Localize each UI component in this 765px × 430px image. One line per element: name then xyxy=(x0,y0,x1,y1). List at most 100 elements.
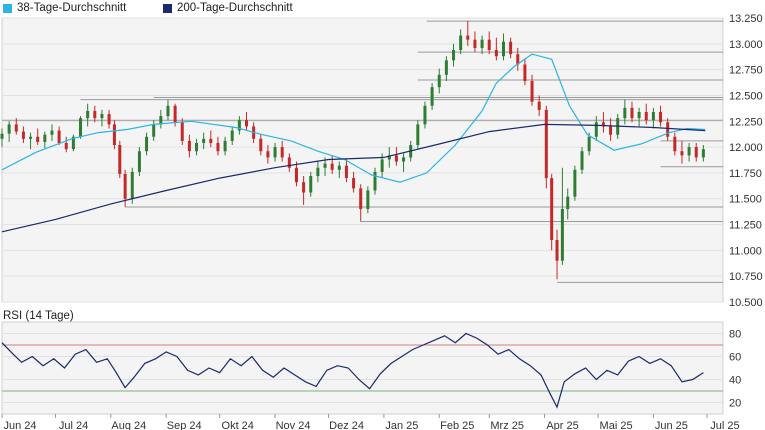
candle-body xyxy=(666,122,670,137)
candle-body xyxy=(294,167,298,183)
candle-body xyxy=(209,138,213,143)
candle-body xyxy=(71,136,75,150)
candle-body xyxy=(494,50,498,57)
candle-body xyxy=(137,151,141,172)
candle-body xyxy=(555,240,559,261)
price-y-tick-label: 12.750 xyxy=(729,65,763,77)
candle-body xyxy=(544,109,548,179)
candle-body xyxy=(166,105,170,117)
ma200-line xyxy=(1,123,706,233)
candle-body xyxy=(337,165,341,170)
candle-body xyxy=(444,60,448,75)
price-y-tick-label: 12.000 xyxy=(729,142,763,154)
candle-body xyxy=(29,136,33,139)
candle-body xyxy=(145,136,149,152)
price-y-tick-label: 11.000 xyxy=(729,245,762,257)
x-tick-label: Aug 24 xyxy=(111,420,146,430)
candle-body xyxy=(100,114,104,119)
candle-body xyxy=(259,138,263,152)
legend-swatch-ma200 xyxy=(163,3,172,13)
legend-label-ma200: 200-Tage-Durchschnitt xyxy=(177,2,293,14)
candle-body xyxy=(380,159,384,172)
candle-body xyxy=(659,111,663,123)
candle-body xyxy=(550,178,554,241)
candle-body xyxy=(216,142,220,152)
candle-body xyxy=(423,105,427,125)
rsi-line xyxy=(1,332,704,409)
candle-body xyxy=(173,105,177,123)
ma38-line xyxy=(1,53,706,183)
candle-body xyxy=(36,136,40,142)
candle-body xyxy=(0,133,4,139)
candle-body xyxy=(437,74,441,88)
candle-body xyxy=(694,147,698,158)
candle-body xyxy=(566,196,570,210)
candle-body xyxy=(118,145,122,174)
candle-body xyxy=(130,171,134,199)
candle-body xyxy=(416,124,420,146)
candle-body xyxy=(523,64,527,81)
candle-body xyxy=(487,39,491,51)
candle-body xyxy=(501,41,505,57)
candle-body xyxy=(466,35,470,40)
candle-body xyxy=(7,124,11,134)
candle-body xyxy=(560,209,564,261)
candle-body xyxy=(452,50,456,61)
candle-body xyxy=(701,149,705,158)
legend-label-ma38: 38-Tage-Durchschnitt xyxy=(17,2,127,14)
price-y-tick-label: 11.500 xyxy=(729,194,762,206)
candle-body xyxy=(587,136,591,152)
candle-body xyxy=(573,169,577,197)
rsi-plot-area xyxy=(1,321,724,415)
candle-body xyxy=(273,147,277,158)
candle-body xyxy=(651,111,655,121)
legend-item-ma200: 200-Tage-Durchschnitt xyxy=(163,1,293,15)
candle-body xyxy=(195,142,199,152)
candle-body xyxy=(601,122,605,127)
candle-body xyxy=(580,151,584,170)
candle-body xyxy=(316,167,320,177)
candle-body xyxy=(244,120,248,127)
candle-body xyxy=(630,107,634,119)
candle-body xyxy=(159,116,163,125)
x-tick-label: Jun 24 xyxy=(3,420,36,430)
x-tick-label: Jan 25 xyxy=(385,420,418,430)
x-axis: Jun 24 Jul 24 Aug 24 Sep 24 Okt 24 Nov 24 Dez … xyxy=(1,414,740,430)
candle-body xyxy=(530,80,534,102)
candle-body xyxy=(637,111,641,119)
candle-body xyxy=(43,134,47,142)
price-y-tick-label: 10.500 xyxy=(729,297,763,309)
x-tick-label: Okt 24 xyxy=(222,420,254,430)
candle-body xyxy=(430,87,434,106)
candle-body xyxy=(344,165,348,179)
legend-swatch-ma38 xyxy=(3,3,12,13)
candle-body xyxy=(280,147,284,158)
candle-body xyxy=(21,131,25,139)
candle-body xyxy=(330,163,334,170)
candle-body xyxy=(266,151,270,158)
price-y-tick-label: 13.000 xyxy=(729,39,763,51)
candle-body xyxy=(123,173,127,199)
candle-body xyxy=(112,124,116,146)
candle-body xyxy=(180,122,184,141)
candle-body xyxy=(309,176,313,193)
candle-body xyxy=(302,182,306,193)
candle-body xyxy=(57,130,61,143)
x-tick-label: Mrz 25 xyxy=(490,420,524,430)
x-tick-label: Dez 24 xyxy=(329,420,364,430)
candle-body xyxy=(79,118,83,137)
price-y-tick-label: 11.750 xyxy=(729,168,762,180)
candle-body xyxy=(480,39,484,48)
candle-body xyxy=(644,111,648,121)
x-tick-label: Sep 24 xyxy=(167,420,202,430)
candle-body xyxy=(680,151,684,156)
candle-body xyxy=(152,124,156,137)
candle-body xyxy=(594,122,598,137)
candle-body xyxy=(394,155,398,162)
candle-body xyxy=(673,136,677,152)
price-y-tick-label: 11.250 xyxy=(729,220,762,232)
x-tick-label: Jul 24 xyxy=(59,420,88,430)
x-tick-label: Jun 25 xyxy=(655,420,688,430)
rsi-y-tick-label: 60 xyxy=(729,352,741,364)
